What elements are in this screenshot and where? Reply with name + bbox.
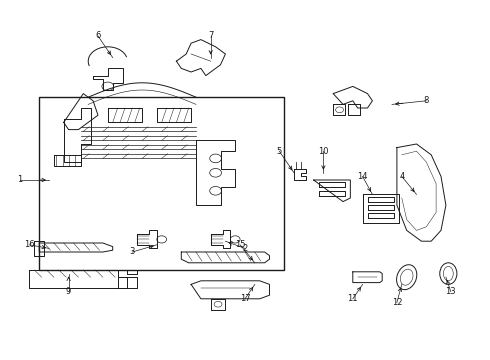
Text: 4: 4 [399, 172, 404, 181]
Text: 9: 9 [66, 287, 71, 296]
Text: 11: 11 [347, 294, 358, 303]
Text: 5: 5 [277, 147, 282, 156]
Text: 13: 13 [445, 287, 456, 296]
Text: 8: 8 [424, 96, 429, 105]
Text: 6: 6 [96, 31, 100, 40]
Text: 15: 15 [235, 240, 245, 249]
Text: 10: 10 [318, 147, 329, 156]
Text: 1: 1 [17, 175, 22, 184]
Text: 14: 14 [357, 172, 368, 181]
Bar [39, 97, 284, 270]
Text: 17: 17 [240, 294, 250, 303]
Text: 2: 2 [243, 244, 247, 253]
Text: 16: 16 [24, 240, 35, 249]
Text: 7: 7 [208, 31, 213, 40]
Text: 12: 12 [392, 298, 402, 307]
Text: 3: 3 [130, 248, 135, 256]
